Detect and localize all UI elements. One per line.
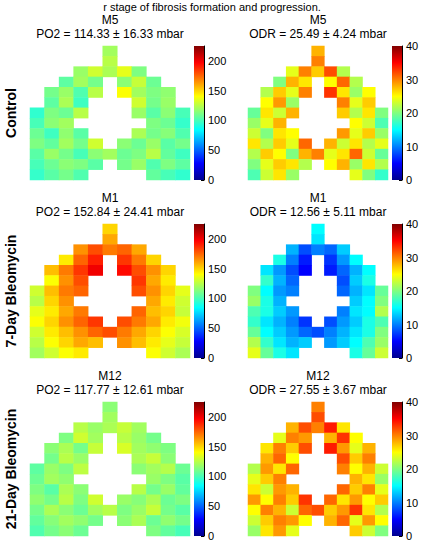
svg-text:M1: M1: [310, 191, 327, 205]
svg-text:21-Day Bleomycin: 21-Day Bleomycin: [3, 409, 19, 530]
svg-text:40: 40: [406, 218, 418, 230]
svg-text:50: 50: [208, 322, 220, 334]
svg-text:30: 30: [406, 252, 418, 264]
svg-text:7-Day Bleomycin: 7-Day Bleomycin: [3, 235, 19, 348]
svg-text:0: 0: [208, 352, 214, 364]
svg-text:0: 0: [406, 530, 412, 542]
svg-text:20: 20: [406, 463, 418, 475]
svg-text:200: 200: [208, 233, 226, 245]
svg-text:M1: M1: [102, 191, 119, 205]
svg-text:150: 150: [208, 441, 226, 453]
svg-text:100: 100: [208, 292, 226, 304]
svg-text:M5: M5: [102, 13, 119, 27]
svg-text:40: 40: [406, 396, 418, 408]
svg-text:200: 200: [208, 55, 226, 67]
svg-text:PO2 = 152.84 ± 24.41 mbar: PO2 = 152.84 ± 24.41 mbar: [36, 205, 184, 219]
svg-text:20: 20: [406, 107, 418, 119]
svg-text:0: 0: [406, 174, 412, 186]
svg-text:150: 150: [208, 263, 226, 275]
svg-text:50: 50: [208, 500, 220, 512]
svg-text:100: 100: [208, 114, 226, 126]
svg-text:0: 0: [406, 352, 412, 364]
svg-text:10: 10: [406, 141, 418, 153]
svg-text:200: 200: [208, 411, 226, 423]
svg-text:30: 30: [406, 430, 418, 442]
svg-text:M12: M12: [306, 369, 330, 383]
svg-text:0: 0: [208, 174, 214, 186]
svg-text:Control: Control: [3, 88, 19, 138]
svg-text:ODR = 25.49 ± 4.24 mbar: ODR = 25.49 ± 4.24 mbar: [249, 27, 387, 41]
svg-text:40: 40: [406, 40, 418, 52]
svg-text:M12: M12: [98, 369, 122, 383]
svg-text:PO2 = 114.33 ± 16.33 mbar: PO2 = 114.33 ± 16.33 mbar: [36, 27, 183, 41]
svg-text:ODR = 27.55 ± 3.67 mbar: ODR = 27.55 ± 3.67 mbar: [249, 383, 387, 397]
svg-text:10: 10: [406, 497, 418, 509]
svg-text:10: 10: [406, 319, 418, 331]
svg-text:100: 100: [208, 470, 226, 482]
svg-text:50: 50: [208, 144, 220, 156]
svg-text:30: 30: [406, 74, 418, 86]
svg-text:ODR = 12.56 ± 5.11 mbar: ODR = 12.56 ± 5.11 mbar: [250, 205, 387, 219]
svg-text:M5: M5: [310, 13, 327, 27]
svg-text:r stage of fibrosis formation: r stage of fibrosis formation and progre…: [103, 1, 321, 13]
svg-text:150: 150: [208, 85, 226, 97]
svg-text:0: 0: [208, 530, 214, 542]
svg-text:PO2 = 117.77 ± 12.61 mbar: PO2 = 117.77 ± 12.61 mbar: [36, 383, 183, 397]
svg-text:20: 20: [406, 285, 418, 297]
